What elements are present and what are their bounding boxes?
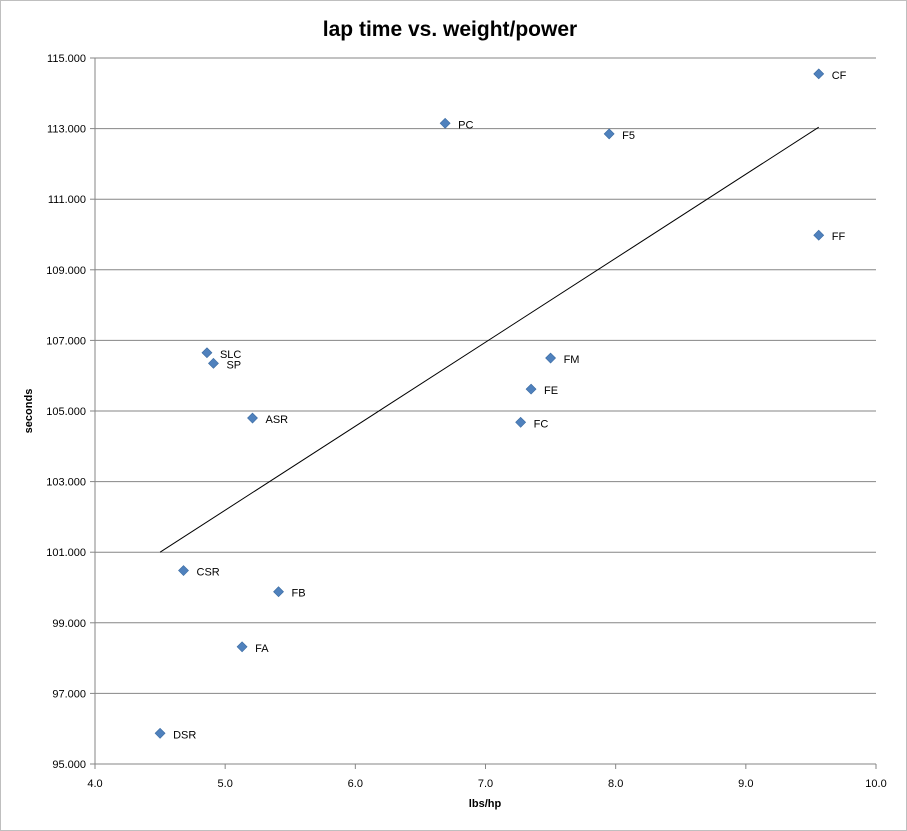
- trendline: [159, 126, 819, 553]
- gridlines: [95, 57, 876, 694]
- y-tick-label: 101.000: [46, 547, 86, 559]
- chart-title: lap time vs. weight/power: [323, 18, 577, 41]
- data-point-ff: [813, 229, 825, 241]
- data-point-cf: [813, 68, 825, 80]
- data-point-fm: [545, 352, 557, 364]
- y-tick-label: 113.000: [47, 124, 86, 136]
- data-label-fb: FB: [292, 588, 306, 600]
- data-point-fa: [236, 641, 248, 653]
- x-tick-label: 7.0: [478, 778, 493, 790]
- y-tick-label: 111.000: [48, 194, 86, 206]
- data-point-fe: [525, 383, 537, 395]
- data-point-dsr: [154, 727, 166, 739]
- y-tick-label: 97.000: [52, 688, 86, 700]
- data-label-fm: FM: [564, 354, 580, 366]
- data-label-sp: SP: [226, 359, 241, 371]
- y-tick-label: 115.000: [47, 53, 86, 65]
- data-label-cf: CF: [832, 70, 847, 82]
- data-point-fc: [515, 416, 527, 428]
- data-label-slc: SLC: [220, 349, 241, 361]
- x-tick-label: 4.0: [87, 778, 102, 790]
- data-label-csr: CSR: [197, 567, 220, 579]
- x-tick-label: 9.0: [738, 778, 753, 790]
- axes: [90, 57, 877, 769]
- data-label-pc: PC: [458, 119, 473, 131]
- data-point-slc: [201, 347, 213, 359]
- y-tick-label: 105.000: [46, 406, 86, 418]
- tick-labels: 95.000 97.000 99.000 101.000 103.000 105.000 1…: [46, 53, 886, 790]
- data-label-fe: FE: [544, 385, 558, 397]
- y-axis-title: seconds: [23, 389, 35, 434]
- data-point-f5: [603, 128, 615, 140]
- data-label-ff: FF: [832, 231, 846, 243]
- y-tick-label: 109.000: [46, 265, 86, 277]
- data-point-fb: [273, 586, 284, 598]
- data-label-fa: FA: [255, 643, 269, 655]
- data-label-asr: ASR: [266, 414, 289, 426]
- data-point-pc: [439, 117, 451, 129]
- y-tick-label: 107.000: [46, 335, 86, 347]
- x-tick-label: 8.0: [608, 778, 623, 790]
- y-tick-label: 99.000: [52, 618, 86, 630]
- data-label-f5: F5: [622, 130, 635, 142]
- data-label-fc: FC: [534, 418, 549, 430]
- x-tick-label: 6.0: [348, 778, 363, 790]
- data-point-csr: [178, 565, 189, 576]
- x-axis-title: lbs/hp: [469, 798, 502, 810]
- data-label-dsr: DSR: [173, 729, 196, 741]
- x-tick-label: 10.0: [865, 778, 886, 790]
- x-tick-label: 5.0: [218, 778, 233, 790]
- data-point-asr: [247, 412, 258, 424]
- y-tick-label: 103.000: [46, 477, 86, 489]
- data-point-sp: [208, 357, 219, 369]
- y-tick-label: 95.000: [52, 759, 86, 771]
